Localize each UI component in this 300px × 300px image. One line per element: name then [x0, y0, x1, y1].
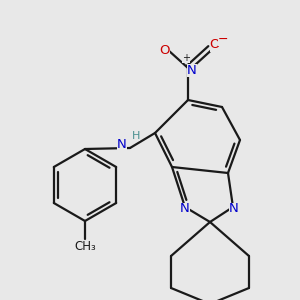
Text: CH₃: CH₃: [74, 241, 96, 254]
Text: H: H: [132, 131, 140, 141]
Text: O: O: [210, 38, 220, 52]
Text: N: N: [180, 202, 190, 215]
Text: N: N: [229, 202, 239, 215]
Text: −: −: [218, 32, 228, 46]
Text: +: +: [182, 53, 190, 63]
Text: O: O: [160, 44, 170, 56]
Text: N: N: [187, 64, 197, 76]
Text: N: N: [117, 137, 127, 151]
